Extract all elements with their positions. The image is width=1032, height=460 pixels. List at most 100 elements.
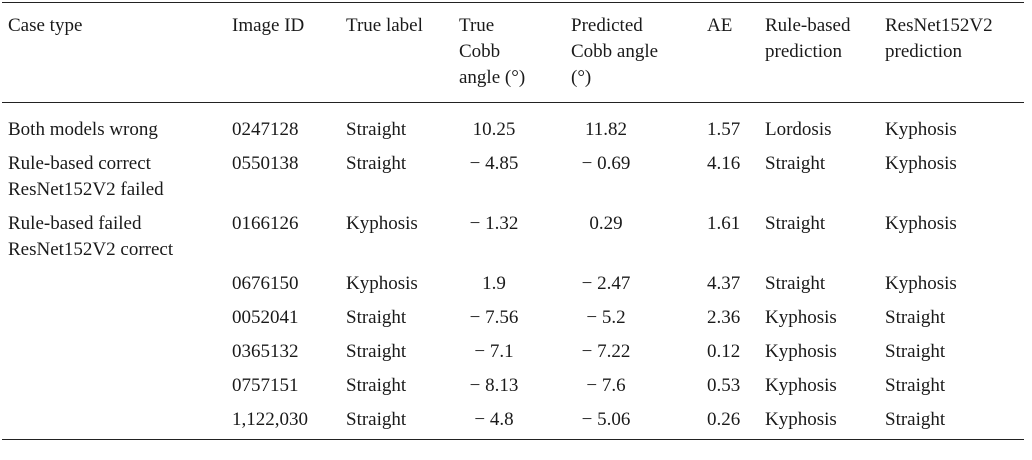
cell-resnet-pred: Straight	[885, 375, 946, 396]
cell-ae: 0.53	[707, 375, 741, 396]
cell-case-type	[2, 335, 232, 369]
cell-true-label: Straight	[346, 375, 407, 396]
cell-rule-pred: Kyphosis	[765, 409, 837, 430]
table-row: Both models wrong 0247128 Straight 10.25…	[2, 103, 1024, 148]
cell-image-id: 0757151	[232, 375, 299, 396]
cell-case-type	[2, 301, 232, 335]
value-true-cobb: − 7.56	[469, 307, 519, 328]
cell-true-cobb: − 8.13	[459, 369, 571, 403]
cell-true-label: Straight	[346, 119, 407, 140]
cell-pred-cobb: − 0.69	[571, 147, 707, 207]
cell-true-label: Kyphosis	[346, 273, 418, 294]
cell-image-id: 1,122,030	[232, 409, 308, 430]
cell-ae: 0.12	[707, 341, 741, 362]
cell-pred-cobb: − 5.2	[571, 301, 707, 335]
value-pred-cobb: − 7.22	[581, 341, 631, 362]
value-true-cobb: − 1.32	[469, 213, 519, 234]
cell-pred-cobb: − 7.22	[571, 335, 707, 369]
table-header: Case type Image ID True label True Cobb …	[2, 2, 1024, 103]
cell-true-label: Straight	[346, 341, 407, 362]
header-case-type: Case type	[8, 15, 83, 36]
table-body: Both models wrong 0247128 Straight 10.25…	[2, 103, 1024, 440]
cell-true-label: Kyphosis	[346, 213, 418, 234]
cell-ae: 4.37	[707, 273, 741, 294]
cell-image-id: 0550138	[232, 153, 299, 174]
header-ae: AE	[707, 15, 733, 36]
header-predicted-cobb-angle: Predicted Cobb angle (°)	[571, 15, 659, 88]
cell-resnet-pred: Kyphosis	[885, 273, 957, 294]
cell-pred-cobb: − 5.06	[571, 403, 707, 440]
value-true-cobb: − 4.85	[469, 153, 519, 174]
cell-rule-pred: Kyphosis	[765, 307, 837, 328]
cell-pred-cobb: 11.82	[571, 103, 707, 148]
cell-case-type: Rule-based failed ResNet152V2 correct	[8, 213, 174, 260]
header-image-id: Image ID	[232, 15, 305, 36]
cell-true-cobb: 1.9	[459, 267, 571, 301]
header-true-label: True label	[346, 15, 423, 36]
cell-true-label: Straight	[346, 307, 407, 328]
cell-case-type: Both models wrong	[8, 119, 158, 140]
cell-rule-pred: Straight	[765, 273, 826, 294]
cell-resnet-pred: Straight	[885, 409, 946, 430]
value-pred-cobb: − 5.2	[586, 307, 626, 328]
cell-image-id: 0166126	[232, 213, 299, 234]
table-row: Rule-based correct ResNet152V2 failed 05…	[2, 147, 1024, 207]
cell-ae: 1.61	[707, 213, 741, 234]
cell-image-id: 0676150	[232, 273, 299, 294]
cell-true-label: Straight	[346, 409, 407, 430]
cell-resnet-pred: Kyphosis	[885, 153, 957, 174]
cell-case-type	[2, 369, 232, 403]
cell-true-cobb: − 7.1	[459, 335, 571, 369]
value-true-cobb: 1.9	[482, 273, 506, 294]
table-row: 0757151 Straight − 8.13 − 7.6 0.53 Kypho…	[2, 369, 1024, 403]
table-row: Rule-based failed ResNet152V2 correct 01…	[2, 207, 1024, 267]
results-table: Case type Image ID True label True Cobb …	[2, 2, 1024, 440]
cell-rule-pred: Straight	[765, 153, 826, 174]
cell-ae: 0.26	[707, 409, 741, 430]
table-row: 0365132 Straight − 7.1 − 7.22 0.12 Kypho…	[2, 335, 1024, 369]
cell-rule-pred: Kyphosis	[765, 375, 837, 396]
cell-image-id: 0052041	[232, 307, 299, 328]
header-rule-based-prediction: Rule-based prediction	[765, 15, 851, 62]
cell-case-type: Rule-based correct ResNet152V2 failed	[8, 153, 164, 200]
cell-case-type	[2, 403, 232, 440]
table-row: 0676150 Kyphosis 1.9 − 2.47 4.37 Straigh…	[2, 267, 1024, 301]
cell-true-label: Straight	[346, 153, 407, 174]
cell-image-id: 0365132	[232, 341, 299, 362]
cell-resnet-pred: Straight	[885, 341, 946, 362]
value-pred-cobb: − 2.47	[581, 273, 631, 294]
cell-true-cobb: − 1.32	[459, 207, 571, 267]
cell-pred-cobb: − 7.6	[571, 369, 707, 403]
header-resnet-prediction: ResNet152V2 prediction	[885, 15, 993, 62]
value-true-cobb: − 4.8	[474, 409, 514, 430]
cell-resnet-pred: Kyphosis	[885, 119, 957, 140]
header-true-cobb-angle: True Cobb angle (°)	[459, 15, 526, 88]
value-pred-cobb: 0.29	[589, 213, 623, 234]
cell-true-cobb: − 4.85	[459, 147, 571, 207]
value-true-cobb: 10.25	[472, 119, 516, 140]
cell-true-cobb: − 4.8	[459, 403, 571, 440]
table-row: 1,122,030 Straight − 4.8 − 5.06 0.26 Kyp…	[2, 403, 1024, 440]
value-true-cobb: − 7.1	[474, 341, 514, 362]
cell-resnet-pred: Kyphosis	[885, 213, 957, 234]
cell-pred-cobb: 0.29	[571, 207, 707, 267]
value-true-cobb: − 8.13	[469, 375, 519, 396]
cell-ae: 1.57	[707, 119, 741, 140]
cell-rule-pred: Kyphosis	[765, 341, 837, 362]
cell-image-id: 0247128	[232, 119, 299, 140]
cell-rule-pred: Lordosis	[765, 119, 832, 140]
cell-rule-pred: Straight	[765, 213, 826, 234]
value-pred-cobb: − 7.6	[586, 375, 626, 396]
cell-pred-cobb: − 2.47	[571, 267, 707, 301]
cell-true-cobb: 10.25	[459, 103, 571, 148]
value-pred-cobb: 11.82	[584, 119, 628, 140]
cell-case-type	[2, 267, 232, 301]
cell-ae: 2.36	[707, 307, 741, 328]
value-pred-cobb: − 5.06	[581, 409, 631, 430]
table-row: 0052041 Straight − 7.56 − 5.2 2.36 Kypho…	[2, 301, 1024, 335]
cell-resnet-pred: Straight	[885, 307, 946, 328]
cell-true-cobb: − 7.56	[459, 301, 571, 335]
header-row: Case type Image ID True label True Cobb …	[2, 2, 1024, 103]
cell-ae: 4.16	[707, 153, 741, 174]
